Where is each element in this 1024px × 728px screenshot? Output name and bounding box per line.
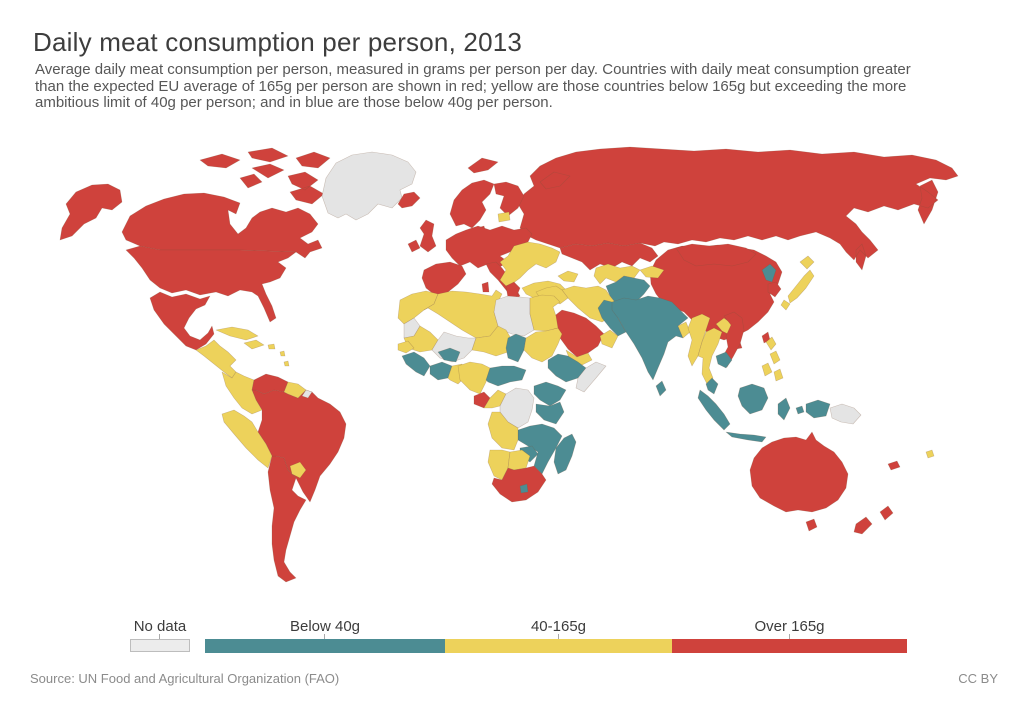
region-chad[interactable] bbox=[505, 333, 527, 363]
region-philippines[interactable] bbox=[761, 336, 784, 382]
region-guinea[interactable] bbox=[401, 351, 431, 377]
region-french-guiana[interactable] bbox=[301, 389, 313, 399]
legend-tick bbox=[789, 634, 790, 639]
region-greenland[interactable] bbox=[321, 151, 417, 221]
region-estonia[interactable] bbox=[497, 211, 511, 223]
region-somalia[interactable] bbox=[575, 361, 607, 393]
region-sudan[interactable] bbox=[523, 327, 563, 363]
region-uganda-kenya[interactable] bbox=[533, 381, 567, 407]
region-north-korea[interactable] bbox=[761, 263, 777, 283]
license-link[interactable]: CC BY bbox=[958, 671, 998, 686]
region-tanzania[interactable] bbox=[535, 401, 565, 425]
region-paraguay[interactable] bbox=[289, 461, 307, 479]
legend-tick bbox=[324, 634, 325, 639]
region-uk-ireland[interactable] bbox=[407, 219, 437, 253]
legend-tick bbox=[558, 634, 559, 639]
region-canada[interactable] bbox=[121, 147, 331, 259]
region-mexico[interactable] bbox=[149, 291, 215, 351]
region-senegal[interactable] bbox=[397, 340, 415, 354]
region-indonesia[interactable] bbox=[697, 389, 831, 443]
region-cuba[interactable] bbox=[215, 326, 259, 341]
region-papua-new-guinea[interactable] bbox=[829, 403, 862, 425]
region-iberia[interactable] bbox=[421, 261, 467, 297]
map-svg bbox=[59, 146, 959, 583]
region-lesotho[interactable] bbox=[519, 483, 529, 494]
region-usa[interactable] bbox=[125, 245, 297, 323]
legend-over165-label: Over 165g bbox=[754, 618, 825, 635]
region-hispaniola[interactable] bbox=[243, 339, 276, 350]
world-choropleth-map bbox=[0, 140, 1024, 610]
region-sri-lanka[interactable] bbox=[655, 380, 667, 397]
region-scandinavia[interactable] bbox=[449, 179, 525, 236]
region-india[interactable] bbox=[611, 295, 689, 381]
region-egypt[interactable] bbox=[529, 294, 561, 332]
region-zambia-mozambique[interactable] bbox=[517, 423, 563, 475]
region-kazakhstan[interactable] bbox=[559, 242, 659, 271]
region-eastern-europe[interactable] bbox=[499, 241, 561, 287]
legend: No data Below 40g 40-165g Over 165g bbox=[0, 616, 1024, 661]
region-libya[interactable] bbox=[493, 295, 535, 337]
region-kyrgyzstan[interactable] bbox=[639, 265, 665, 279]
region-thailand[interactable] bbox=[697, 327, 723, 385]
region-central-america[interactable] bbox=[195, 339, 237, 379]
region-burkina-faso[interactable] bbox=[437, 347, 461, 363]
region-lesser-antilles[interactable] bbox=[279, 350, 290, 367]
region-mongolia[interactable] bbox=[675, 243, 757, 267]
region-iceland[interactable] bbox=[397, 191, 421, 209]
region-oman[interactable] bbox=[599, 329, 619, 349]
region-alaska[interactable] bbox=[59, 183, 123, 241]
legend-tick bbox=[159, 634, 160, 639]
page-subtitle: Average daily meat consumption per perso… bbox=[35, 61, 911, 111]
region-cambodia[interactable] bbox=[715, 351, 733, 369]
page-title: Daily meat consumption per person, 2013 bbox=[33, 27, 523, 58]
region-russia[interactable] bbox=[467, 146, 959, 271]
region-guyana[interactable] bbox=[283, 381, 307, 399]
region-australia[interactable] bbox=[749, 431, 849, 532]
region-caucasus[interactable] bbox=[557, 270, 579, 283]
region-japan[interactable] bbox=[780, 255, 815, 311]
legend-mid-swatch[interactable] bbox=[445, 639, 672, 653]
source-note: Source: UN Food and Agricultural Organiz… bbox=[30, 671, 340, 686]
region-madagascar[interactable] bbox=[553, 433, 577, 475]
legend-below40-swatch[interactable] bbox=[205, 639, 445, 653]
region-angola[interactable] bbox=[487, 411, 519, 451]
legend-mid-label: 40-165g bbox=[530, 618, 587, 635]
legend-no-data-swatch[interactable] bbox=[130, 639, 190, 652]
legend-over165-swatch[interactable] bbox=[672, 639, 907, 653]
region-south-korea[interactable] bbox=[767, 281, 782, 298]
region-new-caledonia[interactable] bbox=[887, 460, 901, 471]
footer: Source: UN Food and Agricultural Organiz… bbox=[30, 671, 998, 686]
region-nigeria[interactable] bbox=[457, 361, 491, 395]
region-south-africa[interactable] bbox=[491, 465, 547, 503]
legend-below40-label: Below 40g bbox=[289, 618, 361, 635]
region-drc[interactable] bbox=[499, 387, 535, 429]
region-cameroon-car[interactable] bbox=[485, 365, 527, 387]
region-ecuador-peru[interactable] bbox=[221, 409, 273, 469]
region-venezuela[interactable] bbox=[251, 373, 289, 395]
region-fiji[interactable] bbox=[925, 449, 935, 459]
region-colombia[interactable] bbox=[221, 371, 263, 415]
legend-no-data-label: No data bbox=[133, 618, 187, 635]
region-new-zealand[interactable] bbox=[853, 505, 894, 535]
region-malaysia[interactable] bbox=[705, 377, 769, 415]
